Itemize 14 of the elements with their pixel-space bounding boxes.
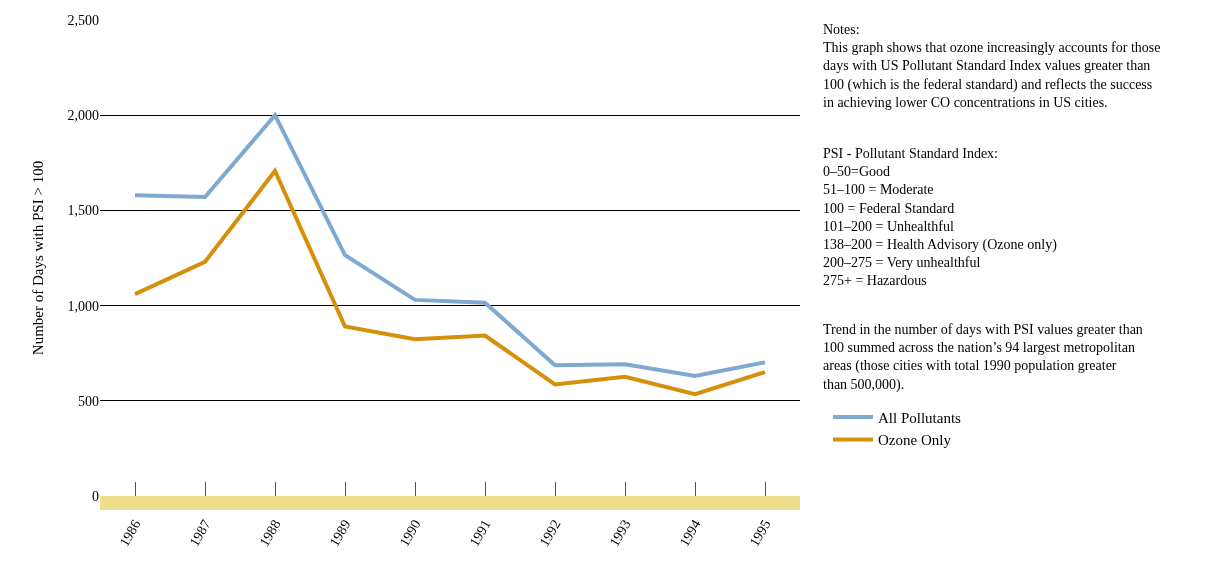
y-tick-label: 1,500 [67,203,99,219]
y-tick-label: 1,000 [67,298,99,314]
line-series [133,113,767,379]
y-tick-label: 2,000 [67,108,99,124]
y-tick-label: 0 [92,488,99,504]
line-series [133,168,767,397]
text: PSI - Pollutant Standard Index: 0–50=Good 51–100 = Moderate 100 = Federal Standard 101–200 = Unhealthful 138–200 = Health Advisory (Ozone only) 200–275 = Very unhealthful 275+ = Hazardous [823,146,1058,289]
y-tick-label: 500 [78,393,99,409]
y-axis-title: Number of Days with PSI > 100 [29,160,46,356]
text: Trend in the number of days with PSI values greater than 100 summed across the nation’s 94 largest metropolitan areas (those cities with total 1990 population greater than 500,000). [823,322,1143,393]
y-tick-label: 2,500 [67,12,99,28]
legend-label: All Pollutants [878,409,962,426]
text: Notes: This graph shows that ozone increasingly accounts for those days with US Pollutant Standard Index values greater than 100 (which is the federal standard) and reflects the success in achieving lower CO concentrations in US cities. [823,22,1161,110]
legend-label: Ozone Only [878,432,952,449]
